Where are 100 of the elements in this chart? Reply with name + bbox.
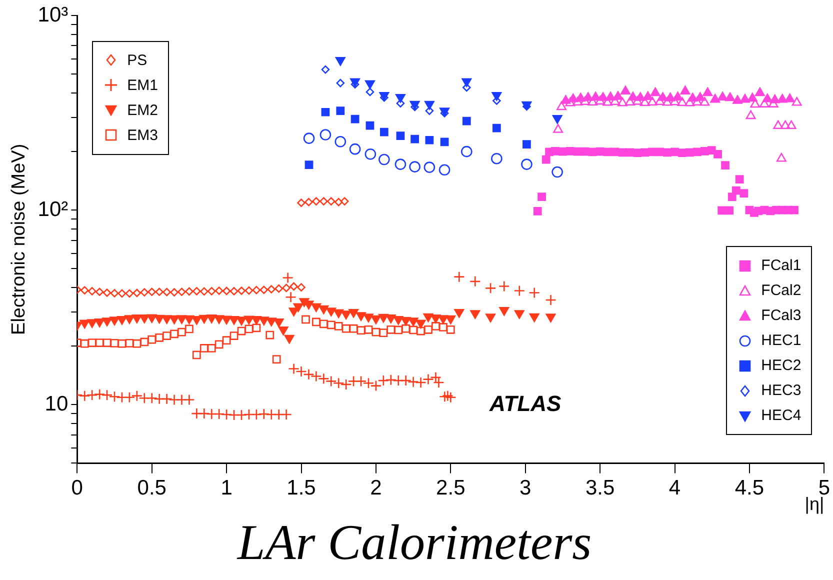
point (222, 336, 231, 345)
point (416, 320, 426, 329)
point (364, 325, 373, 334)
point (349, 143, 361, 155)
point (176, 315, 187, 324)
legend-label: HEC2 (761, 356, 802, 376)
annotation: ATLAS (488, 391, 562, 416)
point (640, 148, 650, 157)
point (379, 328, 388, 338)
point (297, 283, 306, 292)
point (438, 164, 450, 176)
point (366, 88, 374, 96)
point (94, 318, 105, 328)
point (438, 315, 448, 324)
point (678, 148, 686, 158)
point (207, 287, 216, 296)
point (786, 120, 796, 130)
point (416, 326, 425, 336)
point (311, 303, 322, 312)
point (790, 206, 798, 214)
point (124, 315, 134, 324)
y-tick-label: 10³ (38, 3, 68, 26)
point (439, 323, 448, 332)
point (155, 288, 164, 296)
point (754, 87, 765, 96)
point (650, 87, 660, 96)
point (602, 96, 613, 106)
y-tick-label: 10 (44, 392, 68, 416)
point (293, 303, 304, 312)
point (677, 97, 688, 106)
point (274, 318, 284, 328)
point (170, 330, 178, 338)
point (348, 308, 359, 318)
point (462, 116, 471, 126)
point (647, 96, 658, 106)
point (266, 330, 274, 340)
point (492, 124, 501, 132)
point (424, 325, 432, 334)
point (432, 322, 440, 330)
point (336, 106, 345, 115)
x-tick-label: 4.5 (734, 476, 764, 500)
point (680, 86, 690, 94)
point (686, 148, 694, 157)
point (162, 332, 171, 340)
point (491, 152, 502, 164)
point (185, 287, 194, 296)
point (566, 146, 574, 156)
point (178, 288, 186, 296)
point (284, 334, 294, 344)
point (746, 110, 756, 120)
point (423, 313, 434, 322)
point (334, 322, 343, 330)
point (132, 288, 142, 298)
point (553, 124, 564, 133)
point (260, 286, 268, 294)
point (714, 150, 722, 158)
point (297, 198, 306, 207)
point (95, 288, 104, 296)
point (304, 198, 313, 206)
point (139, 314, 150, 324)
point (162, 315, 172, 324)
point (710, 94, 720, 103)
point (370, 315, 381, 324)
point (303, 132, 315, 144)
point (596, 147, 604, 156)
point (446, 325, 455, 334)
point (288, 308, 299, 316)
point (222, 286, 231, 296)
point (718, 92, 728, 100)
point (169, 315, 180, 324)
legend-label: EM2 (127, 100, 158, 121)
point (334, 309, 344, 318)
point (230, 287, 238, 296)
point (542, 155, 550, 164)
point (206, 314, 217, 324)
point (372, 328, 380, 336)
point (393, 316, 404, 325)
point (654, 96, 665, 106)
x-tick-label: 0 (71, 476, 83, 500)
point (95, 338, 104, 347)
point (460, 146, 472, 158)
point (110, 316, 120, 326)
point (792, 96, 802, 106)
point (663, 148, 672, 157)
point (132, 314, 142, 324)
point (251, 316, 262, 325)
point (364, 148, 376, 160)
point (267, 285, 276, 294)
point (486, 314, 496, 322)
point (341, 310, 352, 320)
point (342, 324, 350, 333)
point (214, 286, 224, 295)
point (784, 93, 795, 102)
point (207, 344, 216, 352)
point (558, 147, 567, 156)
point (125, 289, 134, 298)
point (425, 136, 434, 144)
point (336, 78, 345, 88)
point (410, 134, 419, 144)
point (740, 189, 748, 198)
